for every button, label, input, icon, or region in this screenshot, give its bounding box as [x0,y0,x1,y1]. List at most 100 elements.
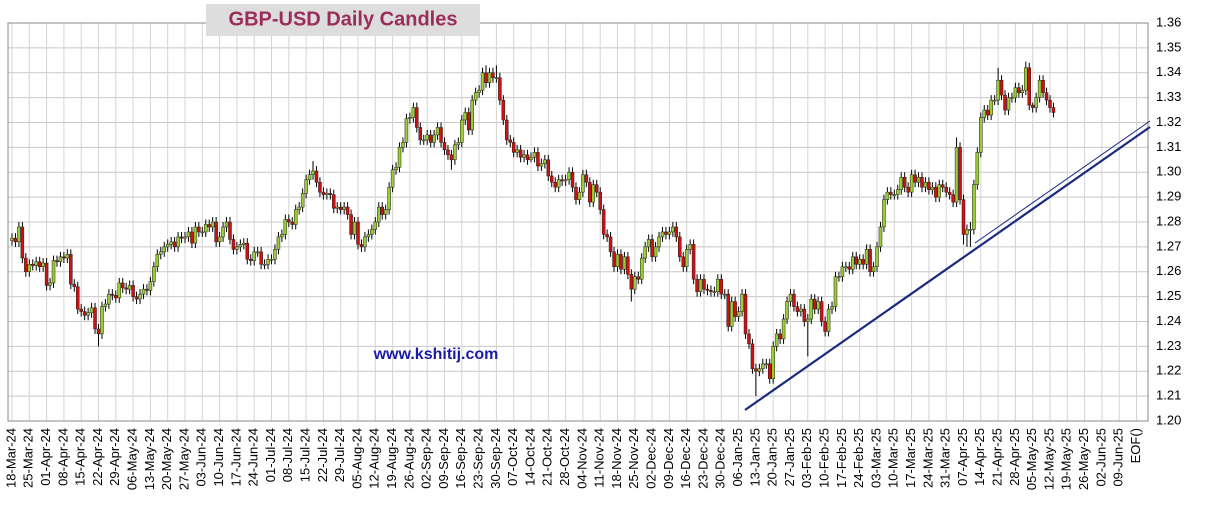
candle-body [899,176,903,190]
candle-body [1024,67,1028,91]
candle-body [999,79,1004,96]
candle-body [591,184,596,203]
candle-body [41,262,45,268]
trend-line [974,120,1151,244]
candle-body [806,318,810,322]
candle-body [1006,97,1011,111]
x-tick-label: 24-Mar-25 [920,428,935,488]
candle-body [262,264,267,266]
x-tick-label: 14-Apr-25 [972,428,987,486]
candle-body [498,77,502,101]
x-tick-label: 18-Nov-24 [609,428,624,489]
candle-body [321,191,326,195]
candle-body [418,127,423,141]
candle-body [145,288,149,291]
candle-body [923,181,928,188]
candle-body [857,259,862,265]
candle-body [269,259,274,261]
x-tick-label: 31-Mar-25 [938,428,953,488]
x-tick-label: 23-Dec-24 [695,428,710,489]
candle-body [518,149,523,158]
candle-body [100,306,104,335]
y-tick-label: 1.20 [1156,412,1181,427]
candle-body [985,109,990,116]
candle-body [186,231,191,238]
title-box [206,4,480,36]
candle-body [276,236,281,250]
candle-body [716,278,720,292]
x-tick-label: 25-Nov-24 [626,428,641,489]
candle-body [691,244,696,280]
y-tick-label: 1.32 [1156,114,1181,129]
candle-body [266,259,270,265]
candle-body [446,149,450,156]
candle-body [996,79,1000,101]
candle-body [622,256,627,270]
candle-body [1048,99,1052,108]
y-tick-label: 1.28 [1156,213,1181,228]
candle-body [878,226,883,248]
candle-body [287,219,291,223]
candle-body [193,226,198,244]
candle-body [176,236,180,248]
candle-body [529,157,533,161]
x-tick-label: 29-Apr-24 [107,428,122,486]
candle-body [65,254,70,259]
candle-body [304,179,308,194]
candle-body [415,107,419,128]
x-tick-label: 05-May-25 [1024,428,1039,490]
x-tick-label: 02-Jun-25 [1093,428,1108,487]
candle-body [318,181,322,193]
x-tick-label: 10-Mar-25 [886,428,901,488]
x-tick-label: 05-Aug-24 [349,428,364,489]
candle-body [69,254,73,285]
candle-body [550,175,554,183]
candle-body [767,363,772,379]
candle-body [944,186,948,193]
x-tick-label: 30-Dec-24 [713,428,728,489]
candle-body [889,191,893,195]
candle-body [411,107,416,118]
candle-body [297,206,301,210]
x-tick-label: 07-Apr-25 [955,428,970,486]
candle-body [93,307,97,330]
candle-body [802,308,807,322]
candle-body [383,209,388,215]
candle-body [335,206,339,209]
candle-body [819,301,824,322]
x-tick-label: 15-Jul-24 [298,428,313,482]
candle-body [778,333,782,340]
candle-body [626,256,630,275]
candle-body [823,321,827,332]
x-tick-label: 15-Apr-24 [73,428,88,486]
candle-body [248,259,253,261]
candle-body [117,282,122,299]
candle-body [584,174,589,183]
candle-body [325,193,329,195]
candle-body [44,262,49,286]
candle-body [421,139,426,142]
candle-body [781,318,786,340]
candle-body [909,174,914,193]
candle-body [885,191,890,200]
candle-body [736,311,741,317]
x-tick-label: 19-May-25 [1059,428,1074,490]
candle-body [598,191,602,210]
candle-body [141,288,146,295]
x-tick-label: 09-Sep-24 [436,428,451,489]
x-tick-label: 13-Jan-25 [747,428,762,487]
candle-body [20,226,25,259]
candle-body [300,193,305,208]
candle-body [982,109,987,118]
x-tick-label: 16-Sep-24 [453,428,468,489]
candle-body [934,186,938,198]
x-tick-label: EOF() [1128,428,1143,463]
candle-body [629,273,634,290]
x-tick-label: 25-Mar-24 [21,428,36,488]
candle-body [138,293,142,300]
candle-body [345,206,350,215]
candle-body [574,186,578,200]
y-tick-label: 1.23 [1156,338,1181,353]
candle-body [619,254,623,270]
candle-body [373,221,378,230]
